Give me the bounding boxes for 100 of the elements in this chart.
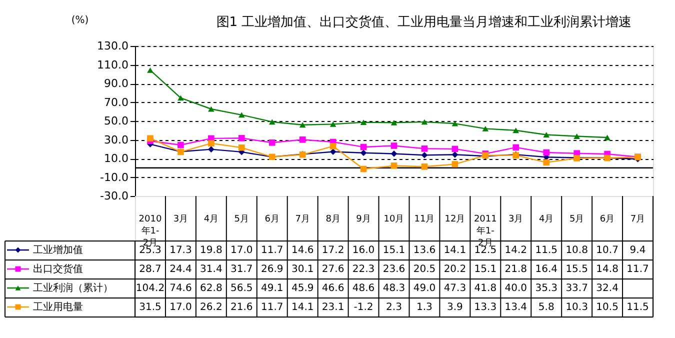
data-label: 20.5 [413,264,436,275]
data-label: 14.1 [291,302,314,313]
data-label: 45.9 [291,283,314,294]
y-tick-label: 90.0 [104,77,128,90]
data-label: 47.3 [444,283,466,294]
data-label: 13.4 [504,302,528,313]
data-label: 15.1 [382,245,406,256]
point [543,149,550,156]
point [360,150,367,156]
data-label: 10.8 [566,245,588,256]
point [452,146,458,152]
chart-title: 图1 工业增加值、出口交货值、工业用电量当月增速和工业利润累计增速 [216,14,632,30]
data-label: 31.5 [139,302,162,313]
point [512,128,520,134]
data-label: 26.9 [260,264,284,275]
data-label: 33.7 [566,283,588,294]
y-tick-label: 70.0 [104,96,128,109]
x-tick-label: 8月 [326,214,340,224]
data-label: 3.9 [446,302,463,313]
data-label: 14.8 [596,264,618,275]
data-label: 16.0 [352,245,375,256]
data-label: 31.4 [200,264,222,275]
data-label: 28.7 [139,264,162,275]
data-label: 10.3 [566,302,588,313]
data-label: 16.4 [535,264,558,275]
data-label: 10.5 [596,302,618,313]
data-label: 19.8 [200,245,222,256]
x-tick-label: 5月 [234,214,250,224]
x-tick-label: 11月 [414,214,435,224]
point [452,161,458,168]
data-label: 17.0 [170,302,192,313]
legend-label: 工业增加值 [33,244,83,256]
point [390,150,398,157]
x-tick-label: 10月 [384,214,404,224]
data-label: 17.0 [230,245,253,256]
point [299,136,306,143]
x-tick-label: 4月 [538,214,554,224]
point [604,134,610,140]
data-label: 11.7 [260,245,284,256]
data-label: 31.7 [230,264,253,275]
point [421,119,428,125]
y-tick-label: 30.0 [104,133,128,146]
data-label: 23.1 [322,302,344,313]
data-label: 10.7 [596,245,618,256]
x-tick-label: 5月 [569,214,584,224]
data-label: 21.8 [504,264,528,275]
data-label: 13.3 [474,302,497,313]
point [178,95,184,101]
data-label: 74.6 [170,283,192,294]
y-tick-label: 110.0 [97,58,128,72]
data-label: 62.8 [200,283,222,294]
data-label: 17.2 [322,245,344,256]
data-label: 49.1 [260,283,284,294]
point [543,159,550,166]
point [360,120,367,126]
point [543,132,550,138]
data-label: 15.5 [566,264,588,275]
data-label: 40.0 [504,283,528,294]
point [421,152,428,158]
x-tick-label: 3月 [173,214,188,224]
point [208,146,214,152]
point [330,121,336,127]
point [512,144,520,151]
data-label: 48.6 [352,283,375,294]
legend-label: 工业利润（累计） [33,282,113,294]
x-tick-label: 7月 [630,214,646,224]
data-label: 27.6 [322,264,344,275]
data-label: 14.6 [291,245,314,256]
y-tick-label: 130.0 [97,40,128,52]
data-label: 46.6 [322,283,344,294]
y-axis-title: (%) [71,15,89,26]
point [147,67,154,73]
point [482,126,489,132]
point [390,120,398,126]
x-tick-label: 4月 [204,214,219,224]
point [360,166,367,172]
data-label: 48.3 [382,283,406,294]
x-tick-label: 9月 [356,214,371,224]
point [238,144,245,151]
data-label: 11.7 [626,264,649,275]
y-tick-label: 50.0 [104,114,128,128]
y-tick-label: -30.0 [100,190,128,202]
data-label: 5.8 [538,302,554,313]
point [421,163,428,170]
data-label: 13.6 [413,245,436,256]
data-label: 14.1 [444,245,466,256]
data-label: 1.3 [416,302,432,313]
point [452,120,458,126]
y-tick-label: 10.0 [104,152,128,165]
y-tick-label: -10.0 [100,170,128,184]
point [147,135,154,142]
point [178,142,184,148]
data-label: 104.2 [136,283,165,294]
legend-label: 出口交货值 [33,263,83,275]
data-label: 2.3 [386,302,402,313]
data-label: 11.5 [535,245,558,256]
data-label: 20.2 [444,264,466,275]
data-label: -1.2 [354,302,374,313]
data-label: 17.3 [170,245,192,256]
point [238,134,245,142]
